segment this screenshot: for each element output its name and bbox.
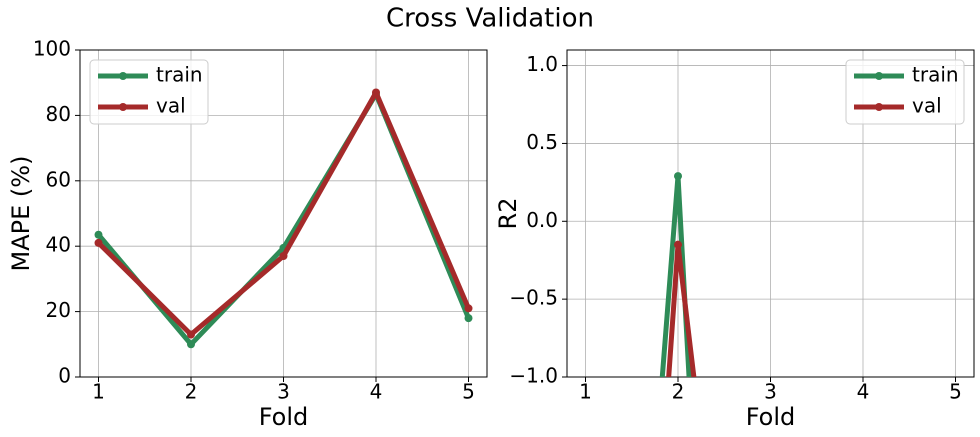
legend-marker <box>875 72 883 80</box>
y-tick-label: 1.0 <box>526 52 558 76</box>
y-tick-label: −0.5 <box>509 286 558 310</box>
legend-marker <box>119 72 127 80</box>
x-tick-label: 4 <box>857 380 870 404</box>
point <box>187 330 195 339</box>
x-tick-label: 3 <box>277 380 290 404</box>
x-tick-label: 2 <box>672 380 685 404</box>
y-tick-label: 0.5 <box>526 130 558 154</box>
y-tick-label: 80 <box>46 102 71 126</box>
axes-frame <box>79 49 488 378</box>
legend-marker <box>875 103 883 111</box>
x-tick-label: 4 <box>370 380 383 404</box>
y-tick-label: 40 <box>46 233 71 257</box>
plot-area <box>659 172 697 377</box>
point <box>94 230 103 239</box>
y-axis-label: R2 <box>494 198 522 230</box>
legend-label: val <box>912 94 942 118</box>
point <box>94 238 103 247</box>
x-tick-label: 3 <box>764 380 777 404</box>
axes-frame <box>566 49 975 378</box>
x-tick-label: 1 <box>92 380 105 404</box>
x-axis-label: Fold <box>259 403 309 431</box>
y-tick-label: 0.0 <box>526 208 558 232</box>
y-tick-label: 100 <box>33 37 71 61</box>
x-tick-label: 5 <box>949 380 962 404</box>
point <box>464 304 473 313</box>
x-axis-label: Fold <box>746 403 796 431</box>
legend-label: val <box>156 94 186 118</box>
y-axis-label: MAPE (%) <box>7 156 35 272</box>
y-tick-label: 60 <box>46 167 71 191</box>
x-tick-label: 5 <box>462 380 475 404</box>
point <box>464 314 473 323</box>
legend-label: train <box>156 63 203 87</box>
legend-marker <box>119 103 127 111</box>
point <box>674 172 682 181</box>
y-tick-label: 0 <box>58 364 71 388</box>
x-tick-label: 2 <box>185 380 198 404</box>
y-tick-label: 20 <box>46 298 71 322</box>
figure-title: Cross Validation <box>386 4 594 34</box>
point <box>279 252 288 261</box>
y-tick-label: −1.0 <box>509 364 558 388</box>
legend-label: train <box>912 63 959 87</box>
point <box>187 340 195 349</box>
point <box>372 88 380 97</box>
plot-area <box>94 88 473 349</box>
point <box>674 240 682 249</box>
x-tick-label: 1 <box>579 380 592 404</box>
